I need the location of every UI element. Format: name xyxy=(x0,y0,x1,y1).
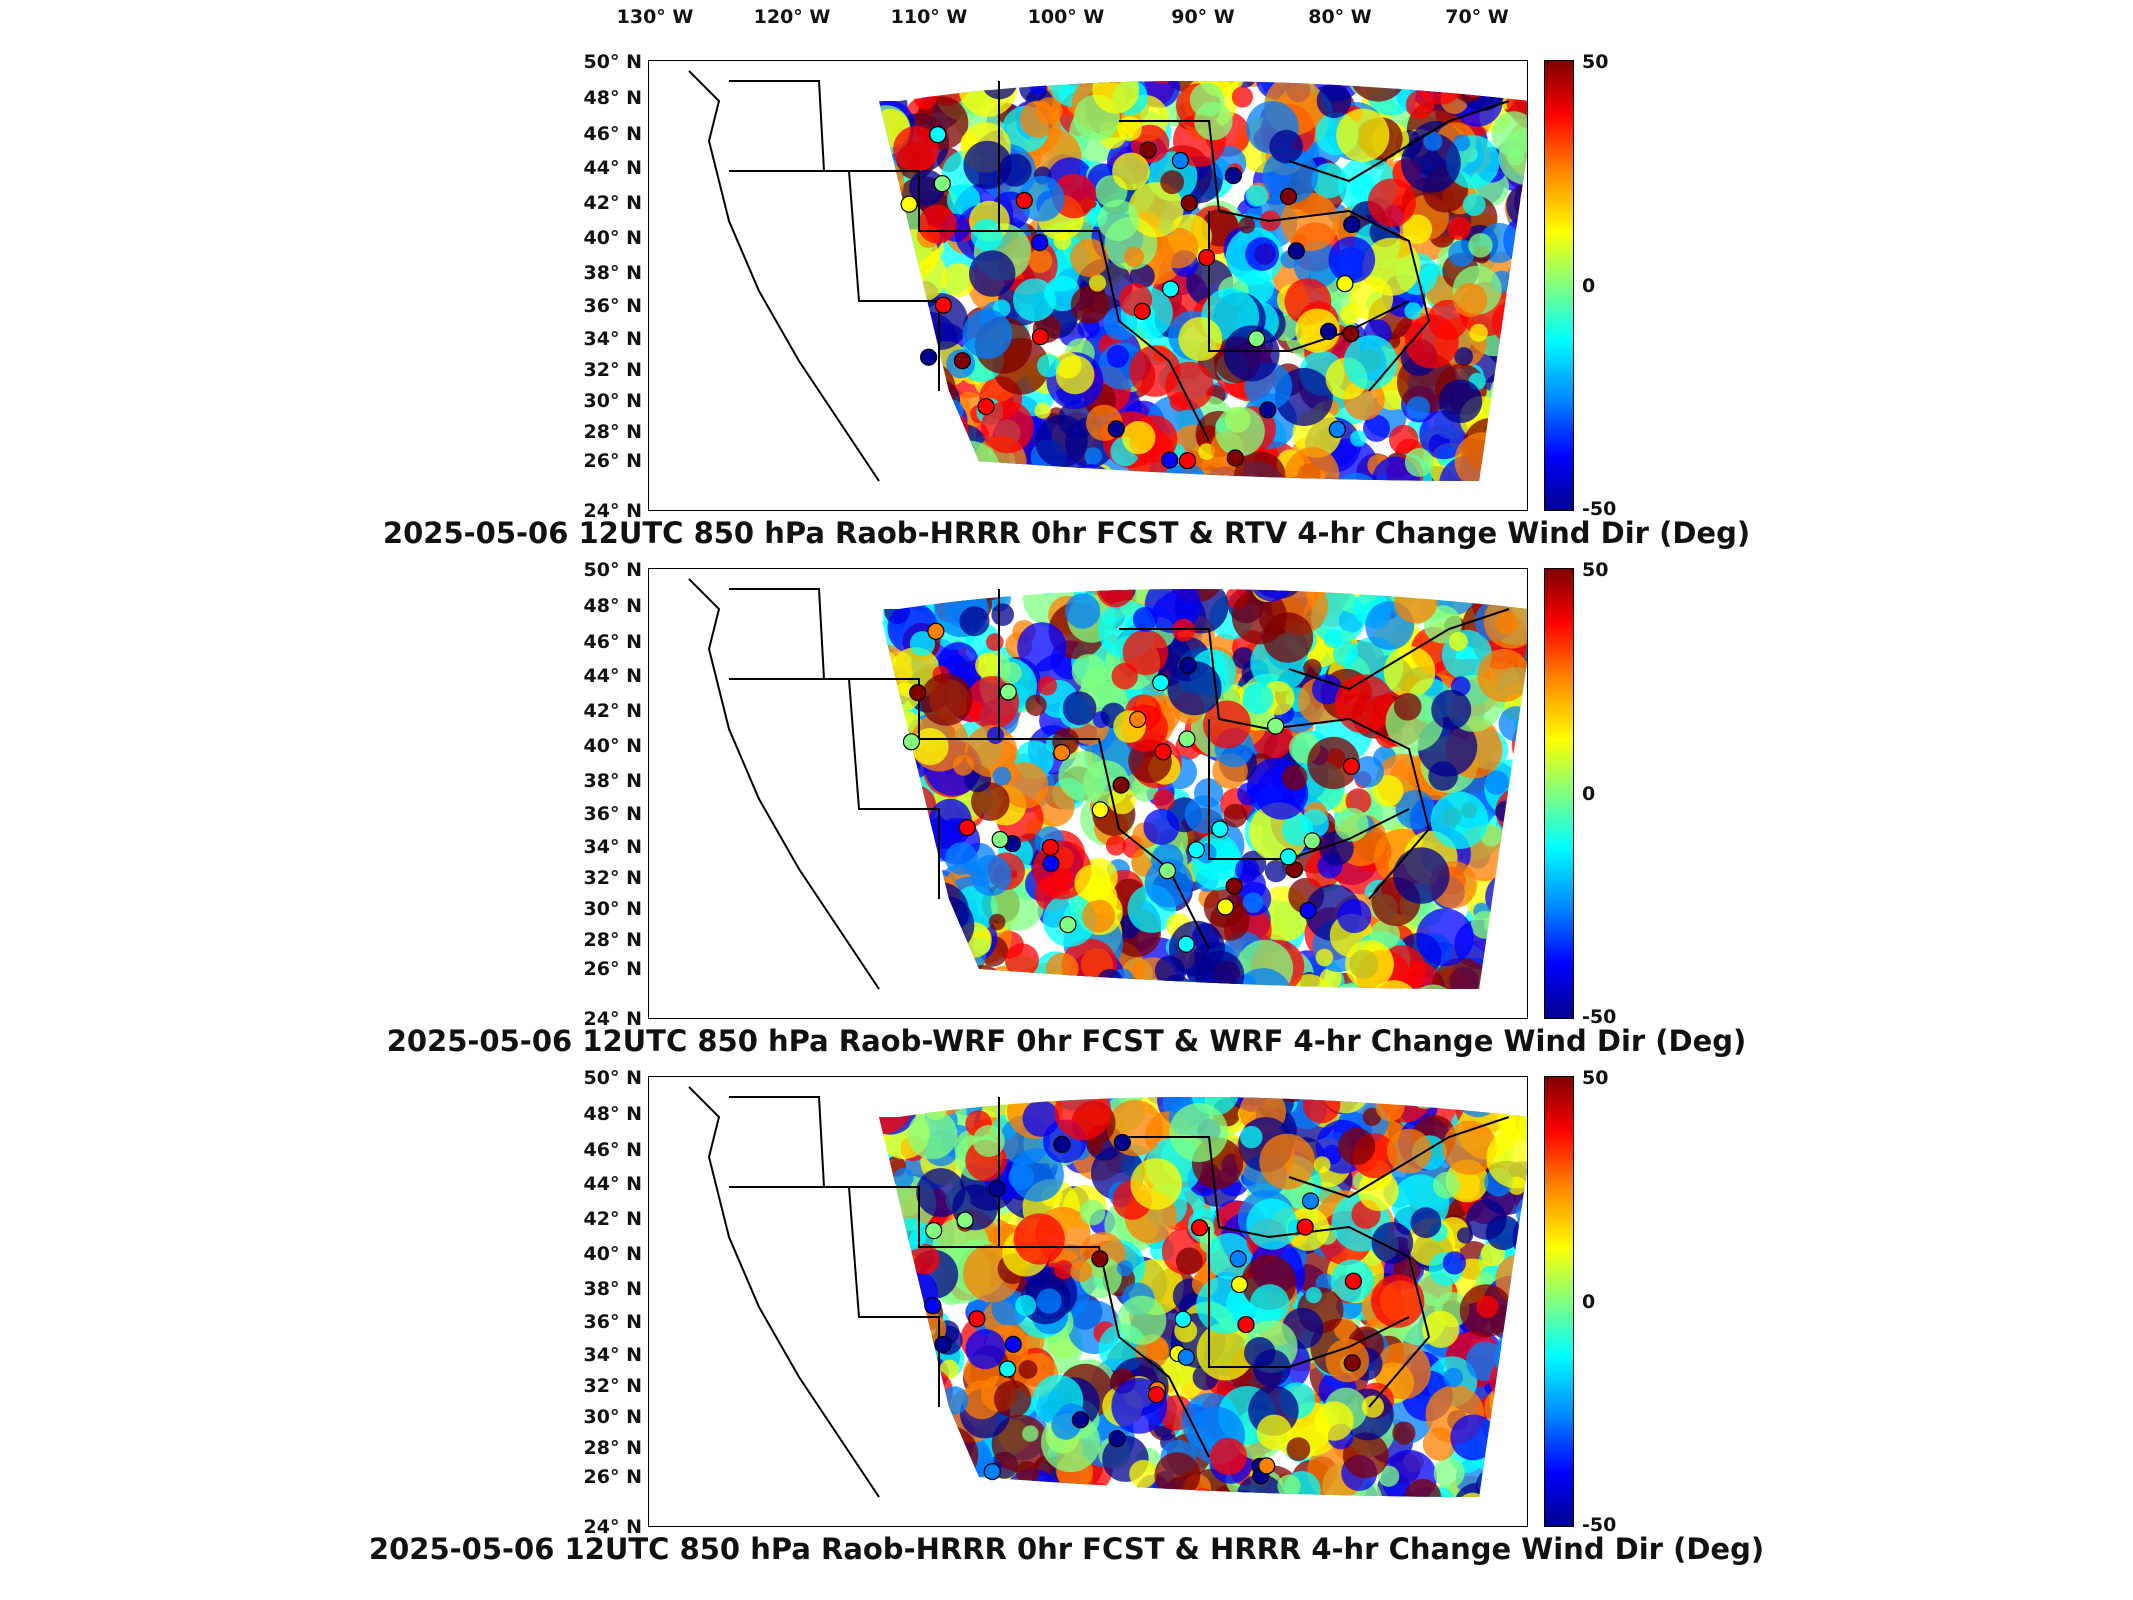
lat-label: 38° N xyxy=(583,770,642,792)
panel-title: 2025-05-06 12UTC 850 hPa Raob-HRRR 0hr F… xyxy=(368,1532,1765,1566)
colorbar-min-label: -50 xyxy=(1582,1006,1617,1028)
lat-label: 34° N xyxy=(583,836,642,858)
lat-label: 50° N xyxy=(583,559,642,581)
lat-label: 32° N xyxy=(583,1375,642,1397)
lat-label: 42° N xyxy=(583,1208,642,1230)
map-plot xyxy=(688,1086,1527,1498)
colorbar-mid-label: 0 xyxy=(1582,783,1596,805)
lat-label: 48° N xyxy=(583,595,642,617)
panel-title: 2025-05-06 12UTC 850 hPa Raob-HRRR 0hr F… xyxy=(382,516,1751,550)
lat-label: 46° N xyxy=(583,1139,642,1161)
lon-label: 90° W xyxy=(1171,6,1235,28)
lat-label: 26° N xyxy=(583,958,642,980)
map-panel-1: 50° N 48° N 46° N 44° N 42° N 40° N 38° N 36° N… xyxy=(0,51,2133,570)
lat-label: 46° N xyxy=(583,631,642,653)
lat-label: 28° N xyxy=(583,929,642,951)
lat-label: 30° N xyxy=(583,898,642,920)
latitude-axis: 50° N 48° N 46° N 44° N 42° N 40° N 38° N 36° N… xyxy=(570,51,642,522)
latitude-axis: 50° N 48° N 46° N 44° N 42° N 40° N 38° N 36° N… xyxy=(570,559,642,1030)
map-panel-2: 50° N 48° N 46° N 44° N 42° N 40° N 38° N 36° N… xyxy=(0,559,2133,1078)
colorbar-max-label: 50 xyxy=(1582,51,1609,73)
lat-label: 40° N xyxy=(583,1243,642,1265)
lat-label: 40° N xyxy=(583,735,642,757)
lon-label: 70° W xyxy=(1445,6,1509,28)
lat-label: 40° N xyxy=(583,227,642,249)
lat-label: 30° N xyxy=(583,390,642,412)
lat-label: 48° N xyxy=(583,1103,642,1125)
longitude-axis: 130° W 120° W 110° W 100° W 90° W 80° W … xyxy=(0,6,2133,36)
lat-label: 46° N xyxy=(583,123,642,145)
lat-label: 36° N xyxy=(583,1311,642,1333)
lon-label: 100° W xyxy=(1027,6,1105,28)
lat-label: 32° N xyxy=(583,359,642,381)
colorbar-max-label: 50 xyxy=(1582,559,1609,581)
lat-label: 24° N xyxy=(583,500,642,522)
lat-label: 26° N xyxy=(583,450,642,472)
lat-label: 44° N xyxy=(583,665,642,687)
lon-label: 120° W xyxy=(753,6,831,28)
lat-label: 44° N xyxy=(583,157,642,179)
colorbar-min-label: -50 xyxy=(1582,498,1617,520)
wind-direction-change-map xyxy=(648,60,1528,511)
colorbar xyxy=(1544,1076,1574,1527)
lat-label: 24° N xyxy=(583,1008,642,1030)
latitude-axis: 50° N 48° N 46° N 44° N 42° N 40° N 38° N 36° N… xyxy=(570,1067,642,1538)
colorbar xyxy=(1544,568,1574,1019)
lat-label: 36° N xyxy=(583,295,642,317)
lat-label: 36° N xyxy=(583,803,642,825)
lat-label: 44° N xyxy=(583,1173,642,1195)
lat-label: 42° N xyxy=(583,700,642,722)
panel-title: 2025-05-06 12UTC 850 hPa Raob-WRF 0hr FC… xyxy=(386,1024,1747,1058)
lat-label: 42° N xyxy=(583,192,642,214)
lon-label: 130° W xyxy=(616,6,694,28)
colorbar-min-label: -50 xyxy=(1582,1514,1617,1536)
colorbar-mid-label: 0 xyxy=(1582,1291,1596,1313)
lat-label: 28° N xyxy=(583,1437,642,1459)
lat-label: 34° N xyxy=(583,328,642,350)
lat-label: 30° N xyxy=(583,1406,642,1428)
lat-label: 38° N xyxy=(583,1278,642,1300)
colorbar-max-label: 50 xyxy=(1582,1067,1609,1089)
lat-label: 24° N xyxy=(583,1516,642,1538)
map-plot xyxy=(688,70,1527,482)
lat-label: 50° N xyxy=(583,51,642,73)
lat-label: 34° N xyxy=(583,1344,642,1366)
colorbar xyxy=(1544,60,1574,511)
lon-label: 110° W xyxy=(890,6,968,28)
wind-direction-change-map xyxy=(648,1076,1528,1527)
lat-label: 48° N xyxy=(583,87,642,109)
lat-label: 26° N xyxy=(583,1466,642,1488)
lat-label: 32° N xyxy=(583,867,642,889)
lat-label: 38° N xyxy=(583,262,642,284)
wind-direction-change-map xyxy=(648,568,1528,1019)
map-panel-3: 50° N 48° N 46° N 44° N 42° N 40° N 38° N 36° N… xyxy=(0,1067,2133,1586)
lon-label: 80° W xyxy=(1308,6,1372,28)
map-plot xyxy=(688,578,1527,990)
lat-label: 28° N xyxy=(583,421,642,443)
colorbar-mid-label: 0 xyxy=(1582,275,1596,297)
lat-label: 50° N xyxy=(583,1067,642,1089)
